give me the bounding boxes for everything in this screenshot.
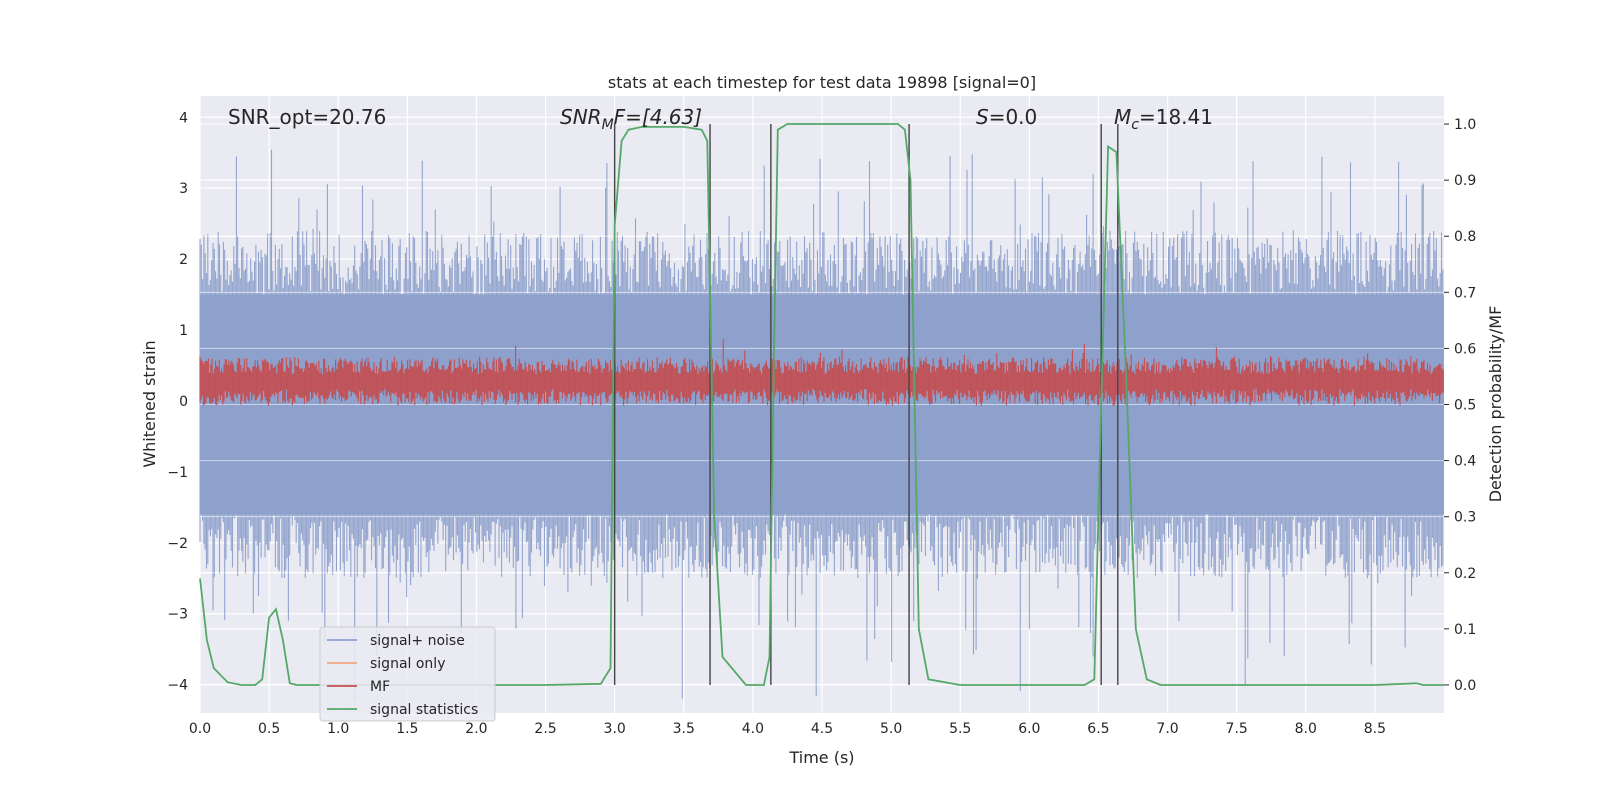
x-axis-label: Time (s) [788,748,854,767]
x-tick-label: 4.0 [742,721,764,737]
y-tick-label: 0 [179,394,188,410]
legend-box [319,626,496,722]
legend-label-signal-only: signal only [370,656,445,672]
x-tick-label: 0.5 [258,721,280,737]
y-right-tick-label: 0.0 [1454,678,1476,694]
y-right-tick-labels: 1.0 0.9 0.8 0.7 0.6 0.5 0.4 0.3 0.2 0.1 0.0 [1444,117,1476,694]
x-tick-label: 3.5 [673,721,695,737]
y-right-tick-label: 0.8 [1454,229,1476,245]
legend-label-signal-noise: signal+ noise [370,633,465,649]
y-right-tick-label: 0.3 [1454,510,1476,526]
x-tick-label: 5.0 [880,721,902,737]
annotation-mc: Mc=18.41 [1114,105,1213,133]
x-tick-label: 0.0 [189,721,211,737]
y-tick-label: −2 [167,536,188,552]
x-tick-label: 1.0 [327,721,349,737]
y-right-tick-label: 0.5 [1454,398,1476,414]
annotation-snr-opt: SNR_opt=20.76 [228,105,386,129]
series-signal-statistics [199,123,1444,686]
y-right-tick-label: 0.2 [1454,566,1476,582]
legend-label-signal-statistics: signal statistics [370,702,478,718]
series-signal-noise [199,123,1444,701]
x-tick-label: 6.0 [1018,721,1040,737]
annotation-snr-mf: SNRMF=[4.63] [560,105,702,133]
y-right-tick-label: 0.7 [1454,285,1476,301]
y-right-tick-label: 0.6 [1454,341,1476,357]
annotation-s: S=0.0 [976,105,1037,129]
x-tick-label: 3.0 [604,721,626,737]
y-tick-label: −4 [167,678,188,694]
legend: signal+ noise signal only MF signal stat… [319,626,496,722]
chart-title: stats at each timestep for test data 198… [608,73,1036,92]
x-tick-label: 1.5 [396,721,418,737]
x-tick-label: 7.5 [1226,721,1248,737]
y-right-tick-label: 0.4 [1454,454,1476,470]
y-tick-label: 4 [179,110,188,126]
x-tick-label: 2.0 [465,721,487,737]
y-right-tick-label: 1.0 [1454,117,1476,133]
x-tick-labels: 0.0 0.5 1.0 1.5 2.0 2.5 3.0 3.5 4.0 4.5 5.0 5.5 6.0 6… [189,721,1386,737]
x-tick-label: 2.5 [534,721,556,737]
y-tick-labels: 4 3 2 1 0 −1 −2 −3 −4 [167,110,188,693]
x-tick-label: 8.0 [1295,721,1317,737]
y-axis-label: Whitened strain [140,340,159,467]
legend-label-mf: MF [370,679,390,695]
x-tick-label: 8.5 [1364,721,1386,737]
x-tick-label: 6.5 [1087,721,1109,737]
x-tick-label: 4.5 [811,721,833,737]
y-tick-label: −3 [167,607,188,623]
y-tick-label: 1 [179,323,188,339]
y-right-tick-label: 0.1 [1454,622,1476,638]
signal-statistics-line [199,123,1444,686]
y-tick-label: 2 [179,252,188,268]
y-right-tick-label: 0.9 [1454,173,1476,189]
y-right-axis-label: Detection probability/MF [1486,306,1505,503]
y-tick-label: 3 [179,181,188,197]
x-tick-label: 7.0 [1156,721,1178,737]
x-tick-label: 5.5 [949,721,971,737]
y-tick-label: −1 [167,465,188,481]
